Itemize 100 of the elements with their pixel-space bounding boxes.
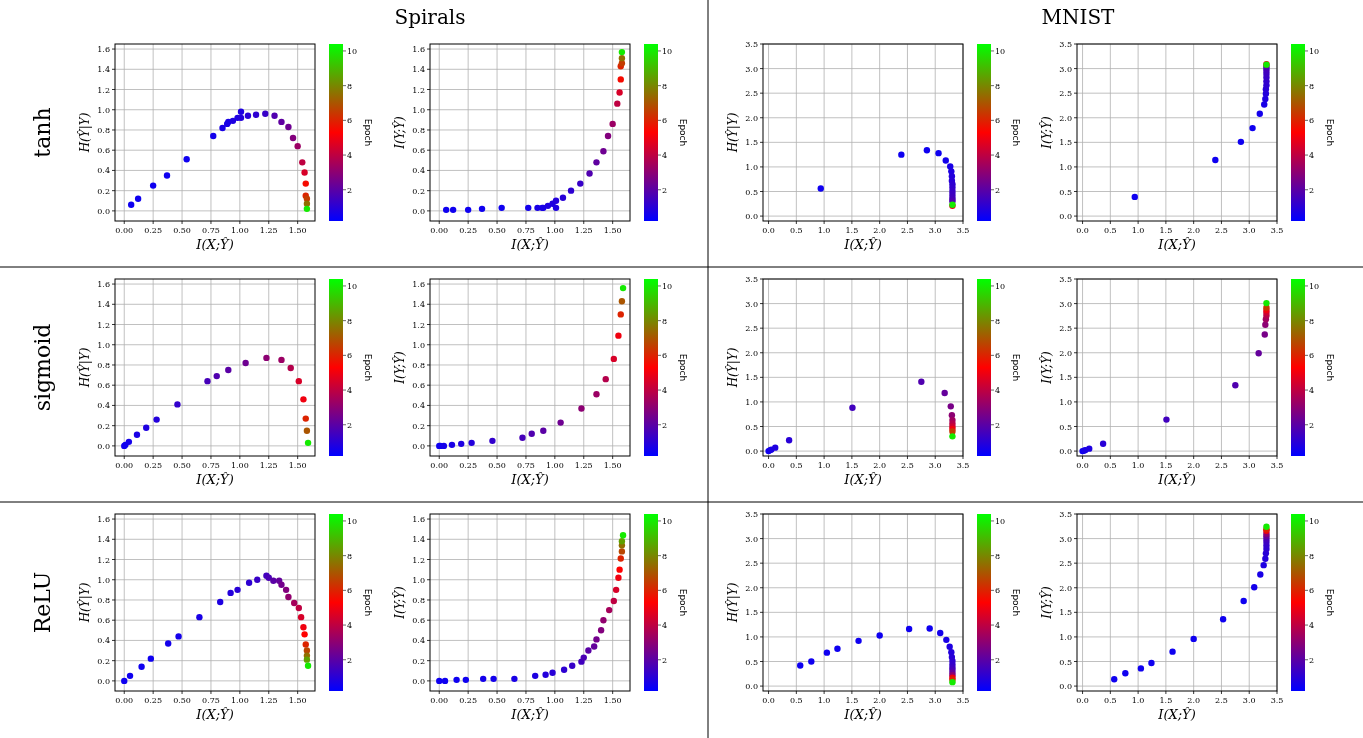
- y-tick-label: 0.0: [97, 441, 110, 451]
- x-tick-label: 3.0: [1242, 461, 1256, 470]
- y-tick-label: 1.4: [97, 65, 110, 75]
- color-bar-label: 4: [1309, 621, 1315, 631]
- color-bar-label: 10: [347, 281, 358, 291]
- y-axis-title: H(Ŷ|Y): [77, 347, 92, 389]
- x-tick-label: 0.0: [762, 226, 775, 235]
- color-bar-label: 10: [662, 46, 673, 56]
- x-tick-label: 2.0: [873, 696, 887, 705]
- x-tick-label: 0.0: [1076, 226, 1089, 235]
- y-tick-label: 0.2: [97, 421, 110, 431]
- color-bar-label: 2: [995, 655, 1001, 665]
- y-tick-label: 1.6: [97, 515, 110, 525]
- x-tick-label: 1.0: [817, 226, 831, 235]
- color-bar-label: 6: [662, 116, 668, 126]
- y-tick-label: 0.0: [412, 441, 425, 451]
- y-tick-label: 0.8: [97, 595, 110, 605]
- color-bar-label: 8: [995, 316, 1001, 326]
- x-tick-label: 0.75: [202, 226, 220, 235]
- x-tick-label: 2.5: [1215, 226, 1228, 235]
- y-tick-label: 0.2: [97, 656, 110, 666]
- x-tick-label: 0.00: [430, 226, 449, 235]
- y-tick-label: 3.5: [745, 510, 758, 519]
- y-tick-label: 1.5: [745, 608, 758, 618]
- x-tick-label: 0.75: [517, 461, 535, 470]
- y-axis-title: H(Ŷ|Y): [77, 112, 92, 154]
- y-tick-label: 3.5: [1059, 40, 1072, 49]
- y-tick-label: 3.5: [1059, 510, 1072, 519]
- y-tick-label: 0.0: [412, 206, 425, 216]
- x-axis-title: I(X;Ŷ): [195, 707, 234, 722]
- x-tick-label: 1.00: [545, 696, 564, 705]
- x-tick-label: 1.0: [817, 696, 831, 705]
- y-tick-label: 0.4: [412, 166, 425, 176]
- x-tick-label: 0.50: [173, 461, 191, 470]
- y-tick-label: 1.2: [97, 555, 110, 565]
- y-tick-label: 3.5: [1059, 275, 1072, 284]
- color-bar-label: 10: [662, 516, 673, 526]
- y-tick-label: 2.0: [1059, 348, 1072, 358]
- y-tick-label: 1.0: [412, 105, 425, 115]
- y-axis-title: I(Y;Ŷ): [392, 585, 407, 620]
- y-tick-label: 0.5: [745, 657, 758, 667]
- x-tick-label: 0.25: [459, 696, 478, 705]
- x-tick-label: 2.0: [873, 461, 887, 470]
- x-tick-label: 2.0: [1187, 461, 1201, 470]
- color-bar-title: Epoch: [678, 353, 688, 382]
- y-tick-label: 0.6: [412, 381, 425, 391]
- color-bar-label: 10: [1309, 46, 1320, 56]
- y-tick-label: 0.6: [97, 616, 110, 626]
- x-axis-title: I(X;Ŷ): [510, 707, 549, 722]
- color-bar-label: 6: [1309, 351, 1315, 361]
- x-axis-title: I(X;Ŷ): [1157, 237, 1196, 252]
- x-axis-title: I(X;Ŷ): [510, 472, 549, 487]
- color-bar-label: 6: [347, 116, 353, 126]
- color-bar-label: 10: [1309, 516, 1320, 526]
- y-tick-label: 0.8: [412, 360, 425, 370]
- x-tick-label: 1.50: [288, 226, 307, 235]
- x-tick-label: 1.5: [1159, 461, 1173, 470]
- y-tick-label: 1.6: [97, 280, 110, 290]
- color-bar-label: 4: [995, 386, 1001, 396]
- x-tick-label: 0.0: [1076, 696, 1089, 705]
- x-tick-label: 2.5: [901, 696, 914, 705]
- color-bar-label: 8: [1309, 316, 1315, 326]
- color-bar-title: Epoch: [363, 353, 373, 382]
- x-axis-title: I(X;Ŷ): [843, 237, 882, 252]
- x-tick-label: 3.0: [928, 461, 942, 470]
- y-tick-label: 0.5: [745, 422, 758, 432]
- color-bar-label: 4: [662, 386, 668, 396]
- y-tick-label: 1.0: [745, 162, 758, 172]
- color-bar-label: 4: [995, 621, 1001, 631]
- y-tick-label: 1.0: [97, 340, 110, 350]
- color-bar-title: Epoch: [1325, 118, 1335, 147]
- y-tick-label: 1.2: [412, 320, 425, 330]
- x-tick-label: 1.0: [817, 461, 831, 470]
- x-tick-label: 1.0: [1131, 226, 1145, 235]
- y-axis-title: H(Ŷ|Y): [725, 112, 740, 154]
- y-tick-label: 1.5: [745, 373, 758, 383]
- y-tick-label: 0.0: [97, 676, 110, 686]
- y-tick-label: 1.0: [1059, 397, 1072, 407]
- y-tick-label: 3.0: [1059, 299, 1072, 309]
- y-axis-title: H(Ŷ|Y): [77, 582, 92, 624]
- x-tick-label: 1.50: [288, 461, 307, 470]
- y-tick-label: 0.6: [412, 616, 425, 626]
- y-tick-label: 0.5: [1059, 657, 1072, 667]
- y-axis-title: I(Y;Ŷ): [1039, 115, 1054, 150]
- x-tick-label: 0.75: [517, 226, 535, 235]
- y-tick-label: 0.2: [412, 186, 425, 196]
- x-tick-label: 2.0: [1187, 696, 1201, 705]
- color-bar-label: 6: [1309, 116, 1315, 126]
- x-tick-label: 1.5: [845, 461, 859, 470]
- color-bar-title: Epoch: [1325, 353, 1335, 382]
- y-tick-label: 0.0: [1059, 682, 1072, 692]
- y-axis-title: I(Y;Ŷ): [392, 115, 407, 150]
- y-tick-label: 2.5: [745, 559, 758, 569]
- x-axis-title: I(X;Ŷ): [1157, 707, 1196, 722]
- y-tick-label: 0.4: [412, 636, 425, 646]
- x-tick-label: 0.00: [115, 226, 134, 235]
- x-tick-label: 2.5: [1215, 461, 1228, 470]
- y-tick-label: 1.5: [1059, 373, 1072, 383]
- y-tick-label: 1.0: [1059, 162, 1072, 172]
- x-tick-label: 0.0: [1076, 461, 1089, 470]
